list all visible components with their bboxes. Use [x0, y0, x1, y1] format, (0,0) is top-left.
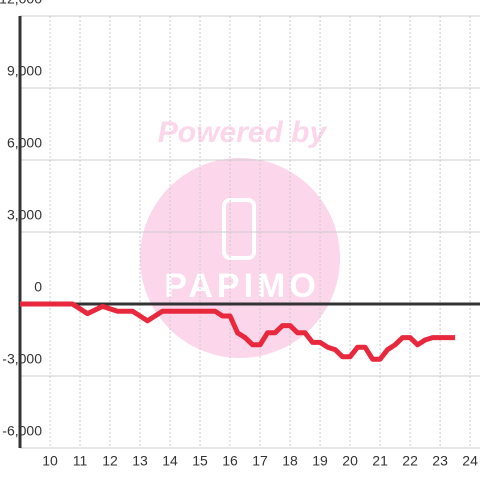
data-line: [20, 301, 456, 362]
x-tick-label: 23: [432, 453, 448, 469]
y-tick-label: 6,000: [7, 135, 42, 151]
x-tick-label: 10: [42, 453, 58, 469]
x-tick-label: 13: [132, 453, 148, 469]
x-tick-label: 14: [162, 453, 178, 469]
watermark-text: Powered by: [158, 116, 328, 149]
x-tick-label: 12: [102, 453, 118, 469]
x-tick-label: 15: [192, 453, 208, 469]
y-tick-label: 3,000: [7, 207, 42, 223]
x-tick-label: 17: [252, 453, 268, 469]
x-tick-label: 21: [372, 453, 388, 469]
x-tick-label: 16: [222, 453, 238, 469]
y-tick-label: 9,000: [7, 63, 42, 79]
x-tick-label: 22: [402, 453, 418, 469]
watermark-icon: [222, 198, 256, 260]
y-tick-label: -6,000: [2, 423, 42, 439]
y-tick-label: 0: [34, 279, 42, 295]
y-tick-label: 12,000: [0, 0, 42, 7]
x-tick-label: 18: [282, 453, 298, 469]
watermark-logo: PAPIMO: [164, 267, 320, 305]
y-tick-label: -3,000: [2, 351, 42, 367]
x-tick-label: 24: [462, 453, 478, 469]
x-tick-label: 19: [312, 453, 328, 469]
x-tick-label: 11: [73, 453, 88, 469]
x-tick-label: 20: [342, 453, 358, 469]
